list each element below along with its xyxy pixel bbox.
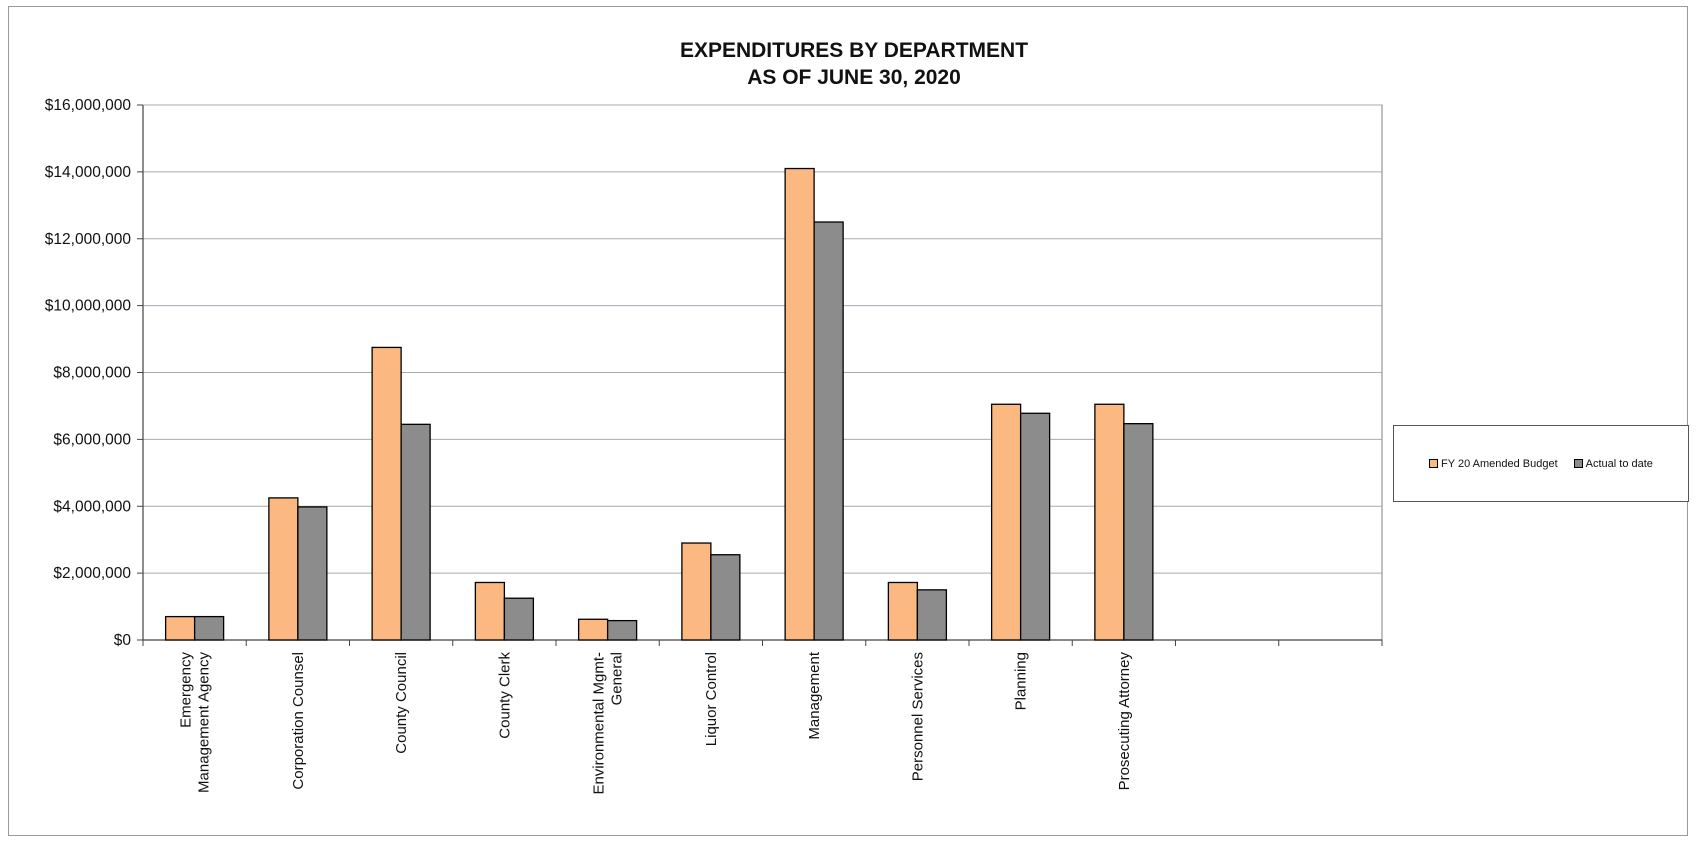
x-category-label: Liquor Control: [703, 652, 720, 746]
y-tick-label: $0: [114, 632, 132, 649]
budget-bar-9: [1094, 403, 1125, 641]
chart-title-line-1: EXPENDITURES BY DEPARTMENT: [680, 39, 1028, 62]
x-category-label: Prosecuting Attorney: [1116, 652, 1133, 791]
x-category-label: County Clerk: [496, 652, 513, 739]
y-tick-label: $10,000,000: [45, 298, 132, 315]
actual-bar-6: [813, 221, 844, 641]
x-category-label: Personnel Services: [909, 652, 926, 781]
chart-legend: FY 20 Amended Budget Actual to date: [1393, 425, 1689, 502]
chart-title-line-2: AS OF JUNE 30, 2020: [747, 66, 961, 89]
actual-bar-7: [916, 589, 948, 641]
x-category-label: Corporation Counsel: [290, 652, 307, 790]
legend-swatch-actual: [1573, 459, 1583, 468]
y-tick-label: $16,000,000: [45, 97, 132, 114]
y-tick-label: $14,000,000: [45, 164, 132, 181]
budget-bar-4: [577, 618, 609, 641]
legend-label-actual: Actual to date: [1585, 457, 1653, 470]
budget-bar-3: [474, 581, 506, 641]
y-tick-label: $2,000,000: [53, 565, 131, 582]
budget-bar-6: [784, 167, 815, 641]
x-category-label: Emergency: [178, 652, 195, 728]
x-category-label: County Council: [393, 652, 410, 754]
x-category-label: Management: [806, 651, 823, 739]
budget-bar-1: [268, 497, 299, 641]
x-category-label: General: [609, 652, 626, 705]
y-tick-label: $6,000,000: [53, 431, 131, 448]
budget-bar-5: [681, 542, 712, 641]
y-tick-label: $8,000,000: [53, 365, 131, 382]
budget-bar-7: [887, 581, 919, 641]
x-category-label: Management Agency: [196, 652, 213, 793]
actual-bar-0: [193, 615, 225, 641]
actual-bar-8: [1019, 412, 1051, 641]
x-category-label: Environmental Mgmt-: [591, 652, 608, 795]
actual-bar-5: [710, 554, 741, 641]
actual-bar-4: [606, 619, 638, 641]
budget-bar-8: [990, 403, 1022, 641]
budget-bar-0: [164, 615, 196, 641]
x-category-label: Planning: [1013, 652, 1030, 710]
y-tick-label: $12,000,000: [45, 231, 132, 248]
chart-title: EXPENDITURES BY DEPARTMENT AS OF JUNE 30…: [680, 39, 1028, 89]
actual-bar-3: [503, 597, 535, 641]
legend-swatch-budget: [1429, 459, 1439, 468]
actual-bar-2: [400, 423, 431, 641]
y-tick-label: $4,000,000: [53, 498, 131, 515]
legend-entry-actual: Actual to date: [1573, 457, 1653, 470]
actual-bar-1: [297, 506, 328, 641]
budget-bar-2: [371, 346, 402, 641]
legend-label-budget: FY 20 Amended Budget: [1441, 457, 1558, 470]
actual-bar-9: [1123, 423, 1154, 641]
legend-entry-budget: FY 20 Amended Budget: [1429, 458, 1558, 470]
plot-area: $0 $2,000,000 $4,000,000 $6,000,000 $8,000,0…: [45, 97, 1383, 795]
